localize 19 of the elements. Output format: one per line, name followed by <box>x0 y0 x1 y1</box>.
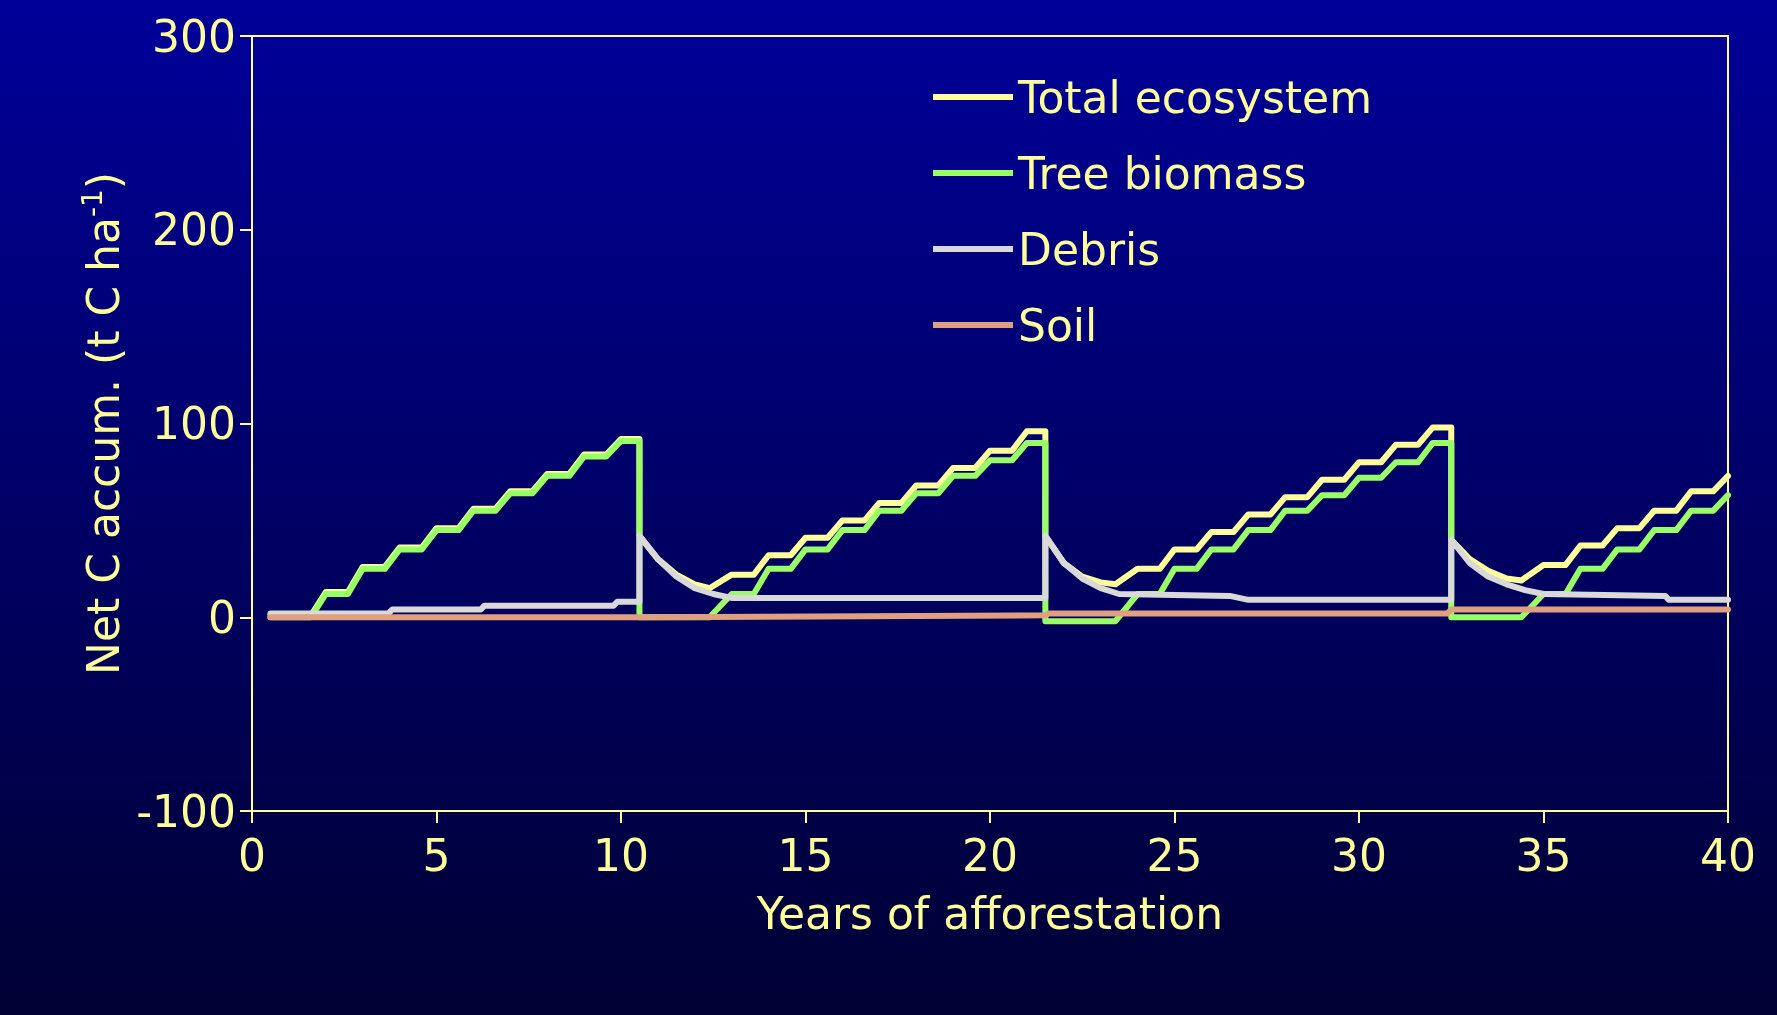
x-axis-title: Years of afforestation <box>755 887 1224 939</box>
legend-label: Soil <box>1018 299 1098 351</box>
legend-label: Total ecosystem <box>1017 71 1372 123</box>
x-tick-label: 10 <box>593 829 649 881</box>
y-axis-title: Net C accum. (t C ha-1) <box>75 171 129 676</box>
y-tick-label: 200 <box>152 204 236 256</box>
x-tick-label: 5 <box>422 829 451 881</box>
x-tick-label: 40 <box>1700 829 1756 881</box>
y-tick-label: 0 <box>208 591 236 643</box>
legend-label: Tree biomass <box>1017 147 1307 199</box>
x-tick-label: 15 <box>777 829 834 881</box>
legend-label: Debris <box>1018 223 1161 275</box>
y-tick-label: -100 <box>136 785 236 837</box>
x-tick-label: 35 <box>1515 829 1572 881</box>
y-tick-label: 300 <box>152 10 236 62</box>
x-tick-label: 25 <box>1146 829 1203 881</box>
x-tick-label: 30 <box>1331 829 1387 881</box>
y-tick-label: 100 <box>152 398 236 449</box>
x-tick-label: 20 <box>962 829 1018 881</box>
